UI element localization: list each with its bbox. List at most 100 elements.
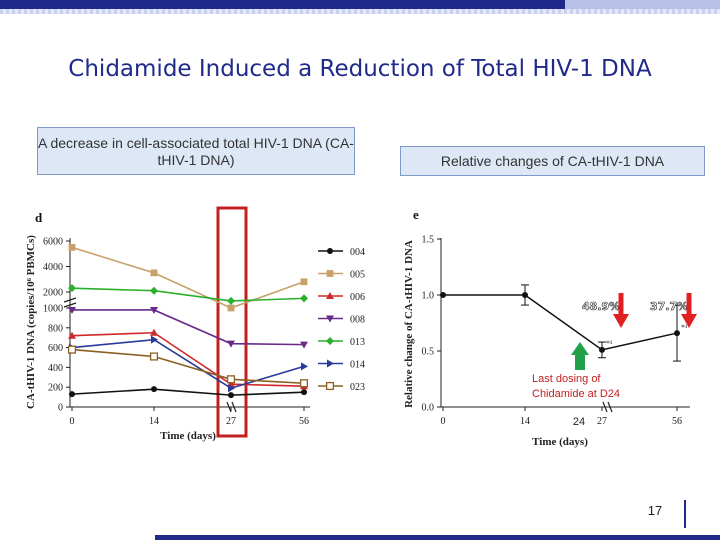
panel-d-y-tick-label: 600 — [48, 343, 63, 354]
data-point-005 — [150, 269, 158, 277]
series-023 — [67, 345, 309, 388]
data-point-008 — [227, 340, 235, 348]
relative-change-point — [599, 346, 605, 353]
pct-day56-label: 37.7% — [650, 300, 688, 313]
data-point-004 — [228, 392, 234, 399]
panel-e-y-tick-label: 0.0 — [422, 403, 435, 414]
data-point-004 — [151, 386, 157, 393]
series-004 — [69, 386, 307, 399]
legend-marker-004 — [327, 248, 333, 254]
legend-marker-013 — [326, 337, 334, 345]
panel-d-y-tick-label: 800 — [48, 323, 63, 334]
series-006 — [68, 328, 308, 390]
panel-e-y-tick-label: 1.5 — [422, 235, 435, 246]
bottom-decoration-bar — [155, 535, 720, 540]
series-line-005 — [71, 246, 305, 309]
top-bar-dark — [0, 0, 565, 9]
data-point-023 — [299, 379, 309, 388]
last-dose-line1: Last dosing of — [532, 373, 601, 385]
last-dose-day-label: 24 — [573, 416, 585, 428]
panel-e-x-tick-label: 56 — [672, 416, 682, 427]
pct-day27-label: 48.9% — [582, 300, 620, 313]
top-bar-stripe — [0, 9, 720, 14]
panel-e-ylabel: Relative change of CA-tHIV-1 DNA — [403, 240, 415, 408]
legend-label-013: 013 — [350, 337, 365, 348]
panel-d-y-tick-label: 4000 — [43, 262, 63, 273]
star-day56: *¹ — [681, 323, 688, 332]
right-caption-box: Relative changes of CA-tHIV-1 DNA — [400, 146, 705, 176]
data-point-014 — [228, 384, 235, 393]
legend-label-023: 023 — [350, 382, 365, 393]
panel-d-y-tick-label: 1000 — [43, 304, 63, 315]
series-008 — [68, 306, 308, 349]
day27-highlight-box — [216, 206, 248, 438]
panel-e-label: e — [413, 207, 419, 222]
legend-marker-023 — [325, 381, 335, 391]
panel-e-x-tick-label: 0 — [441, 416, 446, 427]
legend-label-005: 005 — [350, 270, 365, 281]
legend-marker-005 — [326, 270, 334, 277]
legend-marker-006 — [326, 292, 334, 299]
panel-e-xlabel: Time (days) — [532, 436, 588, 448]
panel-d-y-tick-label: 0 — [58, 403, 63, 414]
panel-d-x-axis-break — [226, 401, 237, 413]
data-point-013 — [300, 294, 308, 303]
relative-change-point — [522, 292, 528, 298]
panel-e-x-tick-label: 27 — [597, 416, 607, 427]
left-caption-box: A decrease in cell-associated total HIV-… — [37, 127, 355, 175]
data-point-008 — [300, 341, 308, 349]
panel-d-y-tick-label: 400 — [48, 363, 63, 374]
panel-d-ylabel: CA-tHIV-1 DNA (copies/10⁶ PBMCs) — [25, 235, 37, 409]
panel-d-y-tick-label: 200 — [48, 383, 63, 394]
data-point-008 — [68, 306, 76, 314]
panel-d-xlabel: Time (days) — [160, 430, 216, 442]
data-point-005 — [68, 243, 76, 251]
series-line-014 — [71, 338, 305, 390]
relative-change-point — [440, 292, 446, 298]
data-point-013 — [227, 296, 235, 305]
last-dose-line2: Chidamide at D24 — [532, 388, 620, 400]
data-point-023 — [226, 375, 236, 384]
legend-marker-014 — [327, 359, 334, 368]
panel-d-x-tick-label: 56 — [299, 416, 309, 427]
down-arrow-day27 — [613, 293, 629, 328]
series-line-013 — [71, 287, 305, 302]
legend-label-004: 004 — [350, 247, 365, 258]
data-point-005 — [227, 304, 235, 312]
data-point-013 — [150, 286, 158, 295]
top-decoration-bar — [0, 0, 720, 14]
series-005 — [68, 243, 308, 312]
series-line-004 — [71, 388, 305, 396]
data-point-023 — [67, 345, 77, 354]
page-number: 17 — [647, 503, 663, 518]
series-line-023 — [71, 348, 305, 385]
panel-d-x-tick-label: 14 — [149, 416, 159, 427]
slide-title: Chidamide Induced a Reduction of Total H… — [68, 56, 652, 82]
data-point-008 — [150, 306, 158, 314]
legend-label-008: 008 — [350, 315, 365, 326]
legend-label-006: 006 — [350, 292, 365, 303]
data-point-004 — [69, 391, 75, 398]
relative-change-point — [674, 330, 680, 337]
up-arrow-last-dose — [571, 342, 589, 370]
legend-marker-008 — [326, 315, 334, 323]
data-point-014 — [151, 335, 158, 344]
data-point-005 — [300, 278, 308, 286]
series-line-006 — [71, 331, 305, 388]
star-day27: *¹ — [606, 339, 613, 348]
panel-d-x-tick-label: 27 — [226, 416, 236, 427]
data-point-004 — [301, 389, 307, 396]
top-bar-light — [565, 0, 720, 9]
data-point-013 — [68, 284, 76, 293]
data-point-006 — [68, 331, 76, 339]
data-point-006 — [150, 328, 158, 336]
series-013 — [68, 284, 308, 305]
panel-e-y-tick-label: 0.5 — [422, 347, 435, 358]
series-line-008 — [72, 309, 305, 346]
panel-d-y-tick-label: 6000 — [43, 237, 63, 248]
panel-d-label: d — [35, 210, 43, 225]
data-point-023 — [149, 352, 159, 361]
down-arrow-day56 — [681, 293, 697, 328]
data-point-014 — [301, 362, 308, 371]
